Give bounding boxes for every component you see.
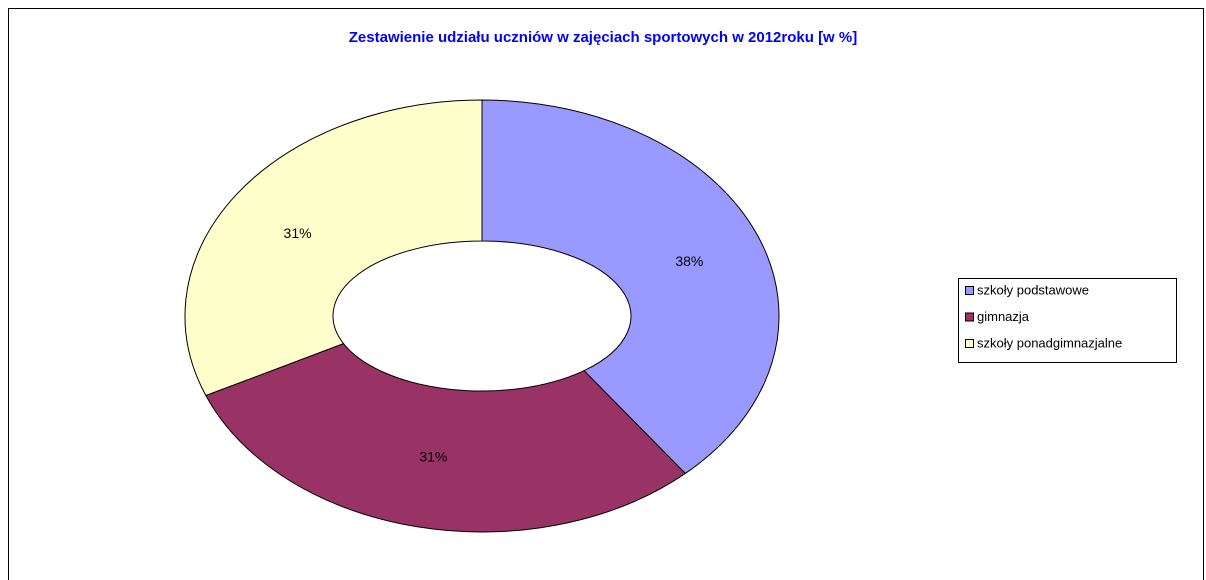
legend-label: gimnazja: [977, 309, 1030, 324]
data-label: 38%: [675, 253, 703, 269]
legend-swatch: [965, 312, 974, 322]
legend-swatch: [965, 286, 974, 295]
donut-slice: [481, 99, 780, 475]
legend-box: [958, 278, 1177, 363]
data-label: 31%: [284, 225, 312, 241]
donut-slice: [205, 343, 687, 533]
data-label: 31%: [419, 449, 447, 465]
chart-title: Zestawienie udziału uczniów w zajęciach …: [349, 29, 857, 46]
legend-swatch: [965, 339, 974, 348]
donut-slice: [184, 99, 483, 397]
chart-frame: [8, 8, 1204, 580]
legend-label: szkoły ponadgimnazjalne: [977, 335, 1122, 350]
legend-label: szkoły podstawowe: [977, 282, 1089, 297]
